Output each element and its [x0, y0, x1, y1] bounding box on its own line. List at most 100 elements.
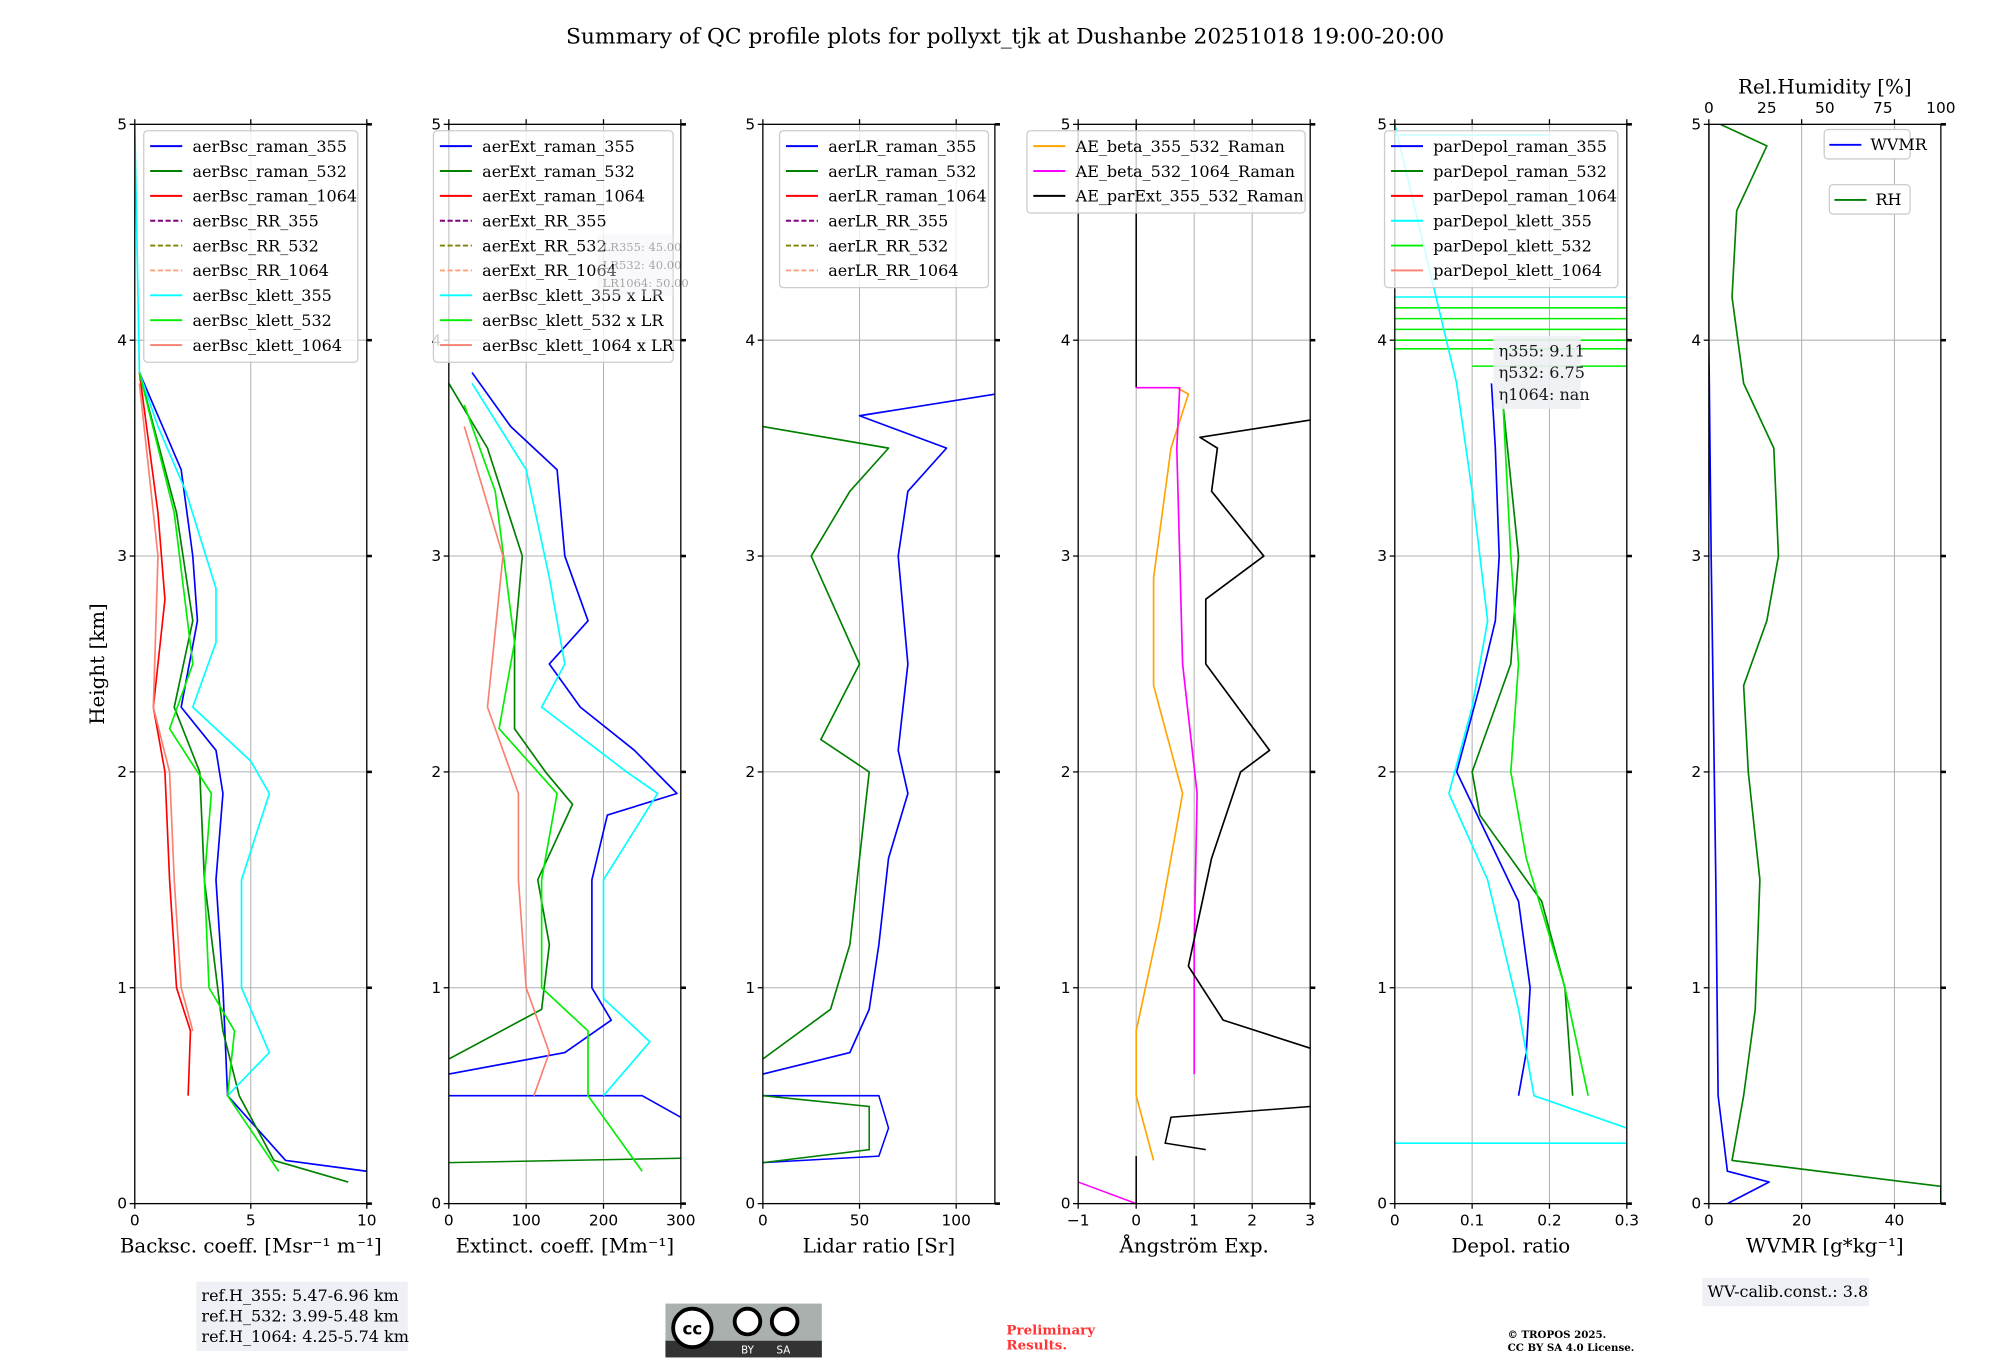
y-tick-label: 2 — [1061, 763, 1071, 781]
y-tick-label: 5 — [745, 115, 755, 133]
series-line-aerext-raman-355 — [448, 372, 678, 1075]
y-tick-label: 5 — [1377, 115, 1387, 133]
legend-label: AE_parExt_355_532_Raman — [1075, 187, 1304, 206]
series-line-aerext-raman-532 — [448, 382, 574, 1060]
series-line-aerbsc-raman-532 — [138, 372, 349, 1183]
info-text: ref.H_1064: 4.25-5.74 km — [201, 1327, 409, 1346]
legend-label: RH — [1875, 190, 1901, 209]
legend: aerLR_raman_355 aerLR_raman_532 aerLR_rama… — [778, 130, 990, 289]
y-tick-label: 0 — [431, 1195, 441, 1213]
y-tick-label: 3 — [745, 547, 755, 565]
info-textbox-bg — [1702, 1277, 1870, 1307]
series-line-ae-beta-532-1064-raman — [1136, 386, 1198, 1075]
panel-3: 0 50 100 0 1 2 3 4 5 Lidar ratio [Sr] aerLR_raman_… — [745, 115, 1000, 1257]
svg-text:SA: SA — [777, 1345, 791, 1357]
info-textbox: LR355: 45.00 LR532: 40.00 LR1064: 50.00 — [597, 234, 689, 297]
legend-label: aerBsc_klett_532 x LR — [482, 311, 664, 330]
legend-label: aerBsc_raman_1064 — [192, 187, 357, 206]
legend-label: parDepol_klett_532 — [1433, 236, 1592, 255]
plot-lines — [1708, 124, 1941, 1204]
profile-segment — [762, 1094, 870, 1164]
info-text: LR532: 40.00 — [603, 258, 682, 272]
legend-box — [1026, 130, 1306, 214]
x-tick-label: 50 — [850, 1211, 870, 1229]
y-tick-label: 1 — [745, 979, 755, 997]
y-tick-label: 4 — [1691, 331, 1701, 349]
series-line-pardepol-klett-532 — [1502, 404, 1589, 1096]
legend-label: aerExt_RR_355 — [482, 211, 607, 230]
y-tick-label: 1 — [1377, 979, 1387, 997]
x-tick-label: 200 — [589, 1211, 618, 1229]
y-tick-label: 2 — [1691, 763, 1701, 781]
x-axis-label: WVMR [g*kg⁻¹] — [1746, 1234, 1904, 1257]
figure-title: Summary of QC profile plots for pollyxt_… — [566, 25, 1444, 50]
series-line-wvmr — [1708, 124, 1770, 1204]
series-line-pardepol-raman-355 — [1455, 383, 1531, 1096]
y-tick-label: 1 — [431, 979, 441, 997]
legend: aerBsc_raman_355 aerBsc_raman_532 aerBsc_r… — [143, 130, 359, 363]
x-axis-label: Backsc. coeff. [Msr⁻¹ m⁻¹] — [120, 1234, 382, 1257]
series-line-aerbsc-klett-1064 — [138, 383, 194, 1032]
y-tick-label: 5 — [1061, 115, 1071, 133]
axes-frame — [762, 123, 996, 1205]
legend-box — [143, 130, 359, 363]
x-tick-label: 300 — [666, 1211, 695, 1229]
x-tick-label: 3 — [1305, 1211, 1315, 1229]
legend-label: parDepol_klett_1064 — [1433, 261, 1602, 280]
legend-label: parDepol_klett_355 — [1433, 211, 1592, 230]
series-line-pardepol-klett-355 — [1394, 124, 1627, 1129]
x-axis-label: Ångström Exp. — [1119, 1232, 1269, 1257]
x-axis-label: Extinct. coeff. [Mm⁻¹] — [456, 1234, 675, 1257]
legend-label: aerBsc_klett_1064 x LR — [482, 336, 674, 355]
profile-segment — [762, 1094, 890, 1164]
x-tick-label: 0.2 — [1537, 1211, 1561, 1229]
y-tick-label: 5 — [1691, 115, 1701, 133]
profile-segment — [1078, 1181, 1137, 1204]
legend-label: AE_beta_532_1064_Raman — [1075, 162, 1295, 181]
legend-label: aerBsc_klett_1064 — [192, 336, 342, 355]
profile-segment — [448, 1094, 681, 1118]
preliminary-label: Preliminary — [1006, 1322, 1096, 1338]
axes-frame — [1394, 123, 1628, 1205]
legend-label: parDepol_raman_532 — [1433, 162, 1607, 181]
y-tick-label: 1 — [117, 979, 127, 997]
info-textbox: η355: 9.11 η532: 6.75 η1064: nan — [1493, 335, 1590, 409]
y-tick-label: 5 — [117, 115, 127, 133]
legend-label: aerLR_RR_1064 — [828, 261, 958, 280]
legend-label: parDepol_raman_355 — [1433, 137, 1607, 156]
legend-box — [1828, 183, 1911, 215]
series-line-aerbsc-klett-1064-x-lr — [463, 426, 551, 1096]
info-text: η1064: nan — [1499, 385, 1590, 404]
legend-label: WVMR — [1870, 135, 1927, 154]
axes-frame — [448, 123, 682, 1205]
legend-label: aerLR_raman_355 — [828, 137, 976, 156]
x-tick-label: 0 — [444, 1211, 454, 1229]
y-tick-label: 4 — [117, 331, 127, 349]
x-tick-label: 0 — [1704, 1211, 1714, 1229]
series-line-pardepol-raman-532 — [1471, 404, 1574, 1096]
x-axis-label: Depol. ratio — [1451, 1234, 1570, 1257]
profile-segment — [1164, 1105, 1311, 1151]
legend-label: parDepol_raman_1064 — [1433, 187, 1617, 206]
plot-lines — [134, 124, 367, 1183]
y-tick-label: 3 — [1377, 547, 1387, 565]
x-tick-label: 5 — [246, 1211, 256, 1229]
y-tick-label: 3 — [1691, 547, 1701, 565]
y-axis-label: Height [km] — [86, 603, 109, 725]
top-x-tick-label: 50 — [1815, 99, 1835, 117]
top-x-tick-label: 75 — [1873, 99, 1893, 117]
legend-label: aerLR_RR_355 — [828, 211, 948, 230]
info-textbox: ref.H_355: 5.47-6.96 km ref.H_532: 3.99-5… — [196, 1281, 409, 1352]
top-x-tick-label: 25 — [1757, 99, 1777, 117]
series-line-aerlr-raman-355 — [762, 393, 995, 1075]
info-textbox: WV-calib.const.: 3.8 — [1702, 1277, 1870, 1307]
plot-lines — [762, 393, 995, 1164]
top-x-tick-label: 0 — [1704, 99, 1714, 117]
series-line-aerlr-raman-532 — [762, 425, 890, 1060]
top-x-tick-label: 100 — [1926, 99, 1955, 117]
legend-label: aerLR_raman_1064 — [828, 187, 986, 206]
legend-box — [778, 130, 990, 289]
series-line-aerbsc-klett-355 — [134, 124, 271, 1097]
license-label: CC BY SA 4.0 License. — [1508, 1342, 1635, 1354]
